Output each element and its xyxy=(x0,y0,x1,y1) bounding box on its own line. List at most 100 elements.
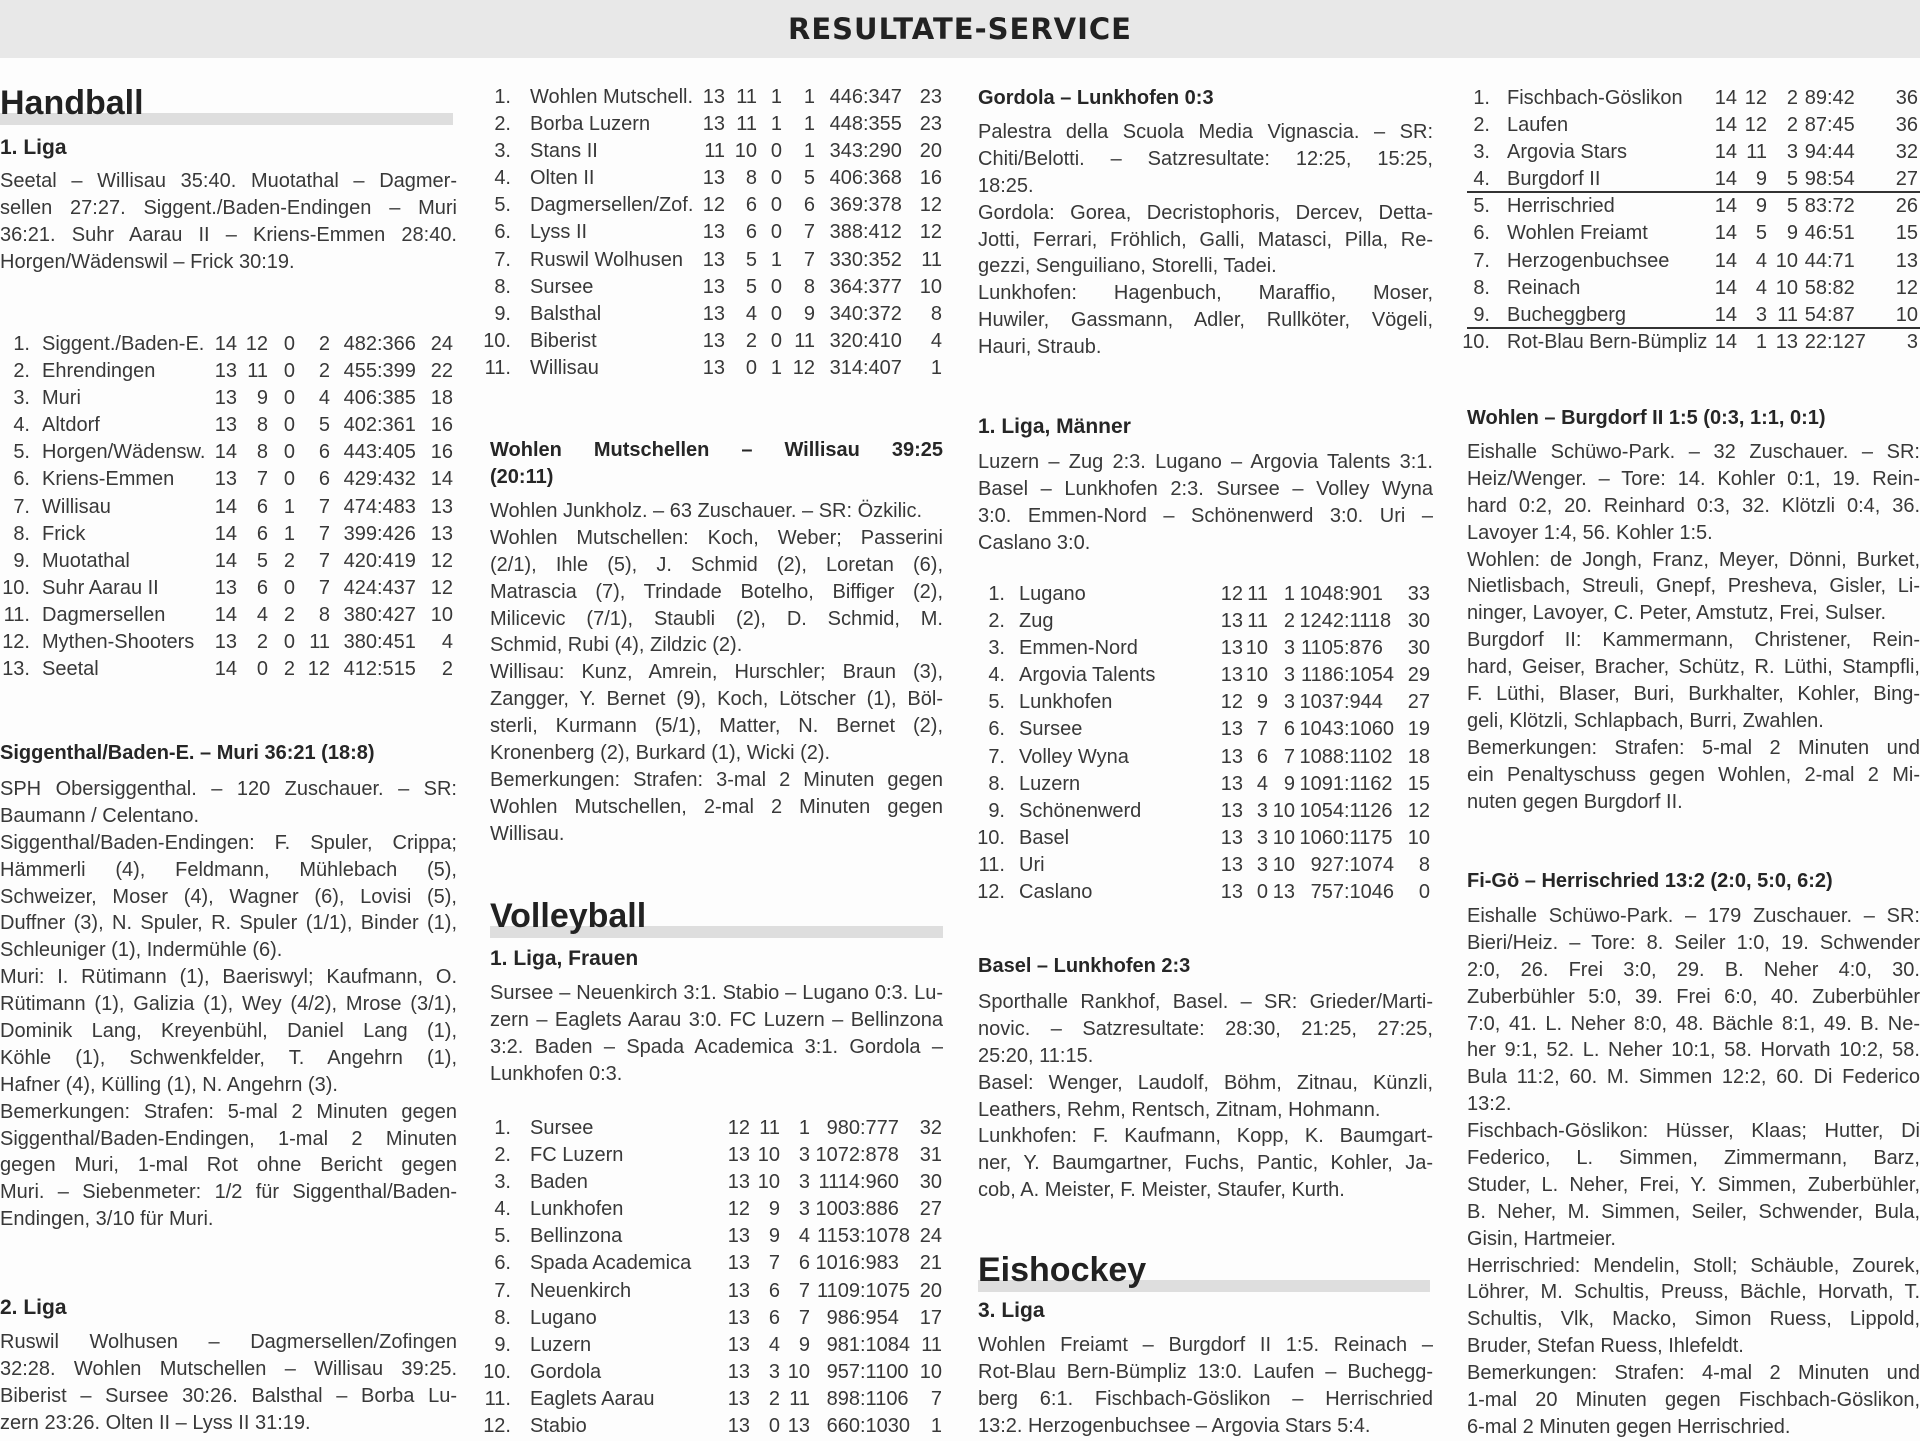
won-cell: 1 xyxy=(1755,330,1767,353)
score-cell: 343:290 xyxy=(829,140,902,163)
drawn-cell: 1 xyxy=(283,522,295,545)
rank-cell: 6. xyxy=(988,718,1005,741)
text-line: Herrischried: Mendelin, Stoll; Schäuble,… xyxy=(1467,1254,1920,1277)
standings-row: 8. Reinach 14 4 10 58:82 12 xyxy=(1467,275,1920,302)
lost-cell: 7 xyxy=(803,221,815,244)
text-line: 6-mal 2 Minuten gegen Herrischried. xyxy=(1467,1415,1791,1438)
text-line: Bruder, Stefan Ruess, Ihlefeldt. xyxy=(1467,1335,1744,1358)
team-cell: Willisau xyxy=(530,356,599,379)
rank-cell: 11. xyxy=(3,603,30,626)
league-title-handball-1-liga: 1. Liga xyxy=(0,136,67,159)
lost-cell: 3 xyxy=(798,1198,810,1221)
rank-cell: 8. xyxy=(13,522,30,545)
report-title: Siggenthal/Baden-E. – Muri 36:21 (18:8) xyxy=(0,742,375,764)
score-cell: 1016:983 xyxy=(815,1252,899,1275)
text-line: Muri: I. Rütimann (1), Baeriswyl; Kaufma… xyxy=(0,966,457,989)
drawn-cell: 1 xyxy=(770,248,782,271)
points-cell: 4 xyxy=(441,631,453,654)
text-line: Bemerkungen: Strafen: 4-mal 2 Minuten un… xyxy=(1467,1362,1920,1385)
team-cell: Neuenkirch xyxy=(530,1279,632,1302)
lost-cell: 9 xyxy=(803,302,815,325)
score-cell: 320:410 xyxy=(829,329,902,352)
score-cell: 1043:1060 xyxy=(1299,718,1395,741)
standings-row: 8. Sursee 13 5 0 8 364:377 10 xyxy=(490,274,943,301)
text-line: Jotti, Ferrari, Fröhlich, Galli, Matasci… xyxy=(978,228,1433,251)
team-cell: Borba Luzern xyxy=(530,113,651,136)
points-cell: 15 xyxy=(1407,772,1430,795)
score-cell: 1072:878 xyxy=(815,1144,899,1167)
score-cell: 380:451 xyxy=(343,631,416,654)
score-cell: 1088:1102 xyxy=(1299,745,1393,768)
won-cell: 9 xyxy=(768,1225,780,1248)
text-line: sellen 27:27. Siggent./Baden-Endingen – … xyxy=(0,196,457,219)
text-line: Chiti/Belotti. – Satzresultate: 12:25, 1… xyxy=(978,147,1433,170)
team-cell: Wohlen Freiamt xyxy=(1507,222,1648,245)
rank-cell: 10. xyxy=(977,826,1005,849)
page-header-bar: RESULTATE-SERVICE xyxy=(0,0,1920,58)
standings-table-eishockey-3-liga: 1. Fischbach-Göslikon 14 12 2 89:42 36 2. Laufen… xyxy=(1462,85,1920,356)
score-cell: 406:368 xyxy=(829,167,902,190)
score-cell: 98:54 xyxy=(1804,168,1855,191)
played-cell: 13 xyxy=(214,576,237,599)
standings-row: 10. Rot-Blau Bern-Bümpliz 14 1 13 22:127 3 xyxy=(1462,329,1920,356)
played-cell: 11 xyxy=(704,140,725,163)
match-report-figoe-herrischried: Eishalle Schüwo-Park. – 179 Zuschauer. –… xyxy=(1467,903,1920,1441)
lost-cell: 3 xyxy=(798,1144,810,1167)
won-cell: 0 xyxy=(768,1415,780,1438)
score-cell: 429:432 xyxy=(343,468,416,491)
standings-row: 9. Muotathal 14 5 2 7 420:419 12 xyxy=(0,548,457,575)
points-cell: 27 xyxy=(919,1198,942,1221)
team-cell: Herrischried xyxy=(1507,195,1615,218)
lost-cell: 6 xyxy=(1283,718,1295,741)
won-cell: 3 xyxy=(1256,853,1268,876)
won-cell: 4 xyxy=(1755,276,1767,299)
played-cell: 14 xyxy=(214,549,237,572)
standings-row: 12. Caslano 13 0 13 757:1046 0 xyxy=(977,879,1433,906)
won-cell: 9 xyxy=(1755,168,1767,191)
points-cell: 18 xyxy=(430,387,453,410)
team-cell: Wohlen Mutschell. xyxy=(530,86,694,108)
drawn-cell: 0 xyxy=(283,441,295,464)
text-line: Biberist – Sursee 30:26. Balsthal – Borb… xyxy=(0,1384,457,1407)
played-cell: 13 xyxy=(727,1387,750,1410)
played-cell: 14 xyxy=(1714,330,1737,353)
played-cell: 13 xyxy=(702,329,725,352)
score-cell: 980:777 xyxy=(826,1117,899,1139)
standings-row: 4. Burgdorf II 14 9 5 98:54 27 xyxy=(1467,166,1920,194)
score-cell: 1048:901 xyxy=(1299,583,1383,605)
lost-cell: 4 xyxy=(798,1225,810,1248)
rank-cell: 1. xyxy=(988,583,1005,605)
points-cell: 30 xyxy=(919,1171,942,1194)
played-cell: 13 xyxy=(702,356,725,379)
text-line: (20:11) xyxy=(490,465,554,488)
lost-cell: 11 xyxy=(1777,303,1798,326)
rank-cell: 8. xyxy=(494,1306,511,1329)
score-cell: 412:515 xyxy=(343,658,416,681)
lost-cell: 13 xyxy=(1775,330,1798,353)
section-heading-volleyball: Volleyball xyxy=(490,897,943,939)
points-cell: 36 xyxy=(1895,114,1918,137)
text-line: Dominik Lang, Kreyenbühl, Daniel Lang (1… xyxy=(0,1020,457,1043)
score-cell: 388:412 xyxy=(829,221,902,244)
played-cell: 13 xyxy=(702,275,725,298)
played-cell: 14 xyxy=(214,603,237,626)
points-cell: 36 xyxy=(1895,87,1918,109)
text-line: Kronenberg (2), Burkard (1), Wicki (2). xyxy=(490,742,831,765)
text-line: zern – Eaglets Aarau 3:0. FC Luzern – Be… xyxy=(490,1008,943,1031)
score-cell: 1114:960 xyxy=(818,1171,899,1194)
text-line: Köhle (1), Schwenkfelder, T. Angehrn (1)… xyxy=(0,1046,457,1069)
team-cell: Seetal xyxy=(42,658,99,681)
won-cell: 11 xyxy=(736,113,757,136)
drawn-cell: 1 xyxy=(770,86,782,108)
drawn-cell: 0 xyxy=(770,329,782,352)
standings-row: 7. Ruswil Wolhusen 13 5 1 7 330:352 11 xyxy=(490,247,943,274)
score-cell: 364:377 xyxy=(829,275,902,298)
text-line: Wohlen Freiamt – Burgdorf II 1:5. Reinac… xyxy=(978,1334,1433,1356)
text-line: Rot-Blau Bern-Bümpliz 13:0. Laufen – Buc… xyxy=(978,1360,1433,1383)
score-cell: 330:352 xyxy=(829,248,902,271)
points-cell: 24 xyxy=(430,333,453,355)
points-cell: 33 xyxy=(1407,583,1430,605)
points-cell: 8 xyxy=(930,302,942,325)
points-cell: 17 xyxy=(919,1306,942,1329)
team-cell: Lugano xyxy=(1019,583,1086,605)
